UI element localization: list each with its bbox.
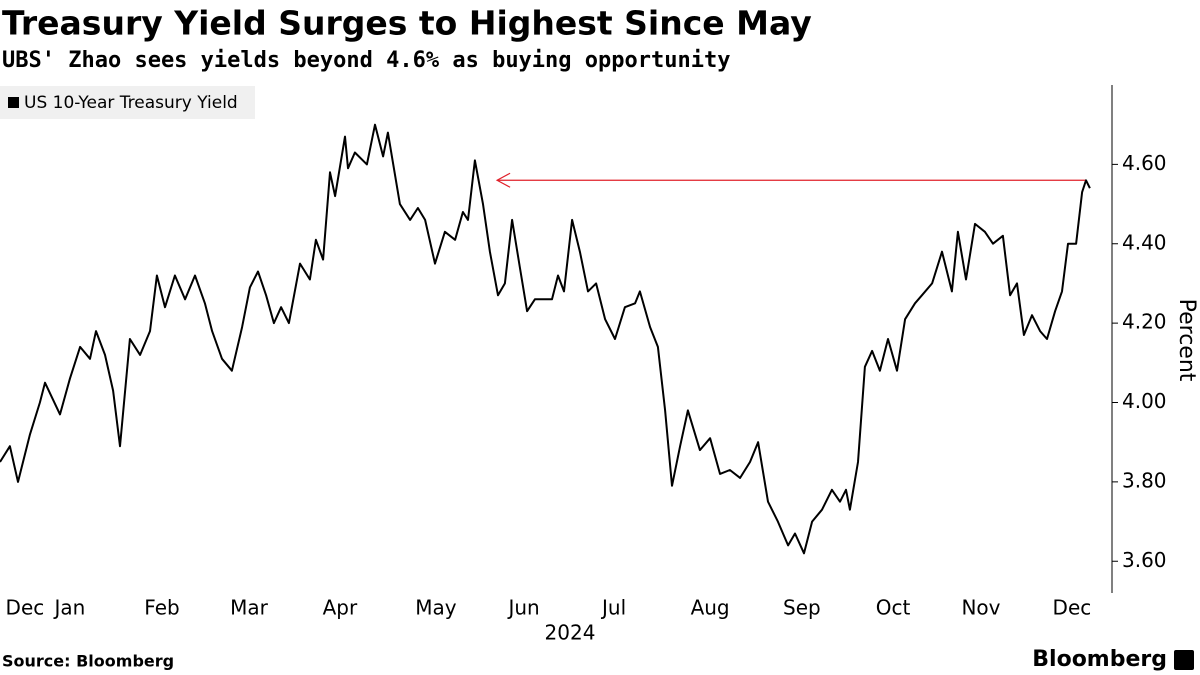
legend-box: [0, 86, 255, 119]
brand: Bloomberg: [1032, 647, 1167, 672]
legend-swatch: [8, 97, 19, 108]
legend-label: US 10-Year Treasury Yield: [24, 93, 238, 113]
x-tick-label: Dec: [6, 596, 45, 620]
x-tick-label: Nov: [961, 596, 1000, 620]
x-tick-label: Mar: [230, 596, 269, 620]
y-tick-label: 3.60: [1122, 548, 1167, 572]
chart-subtitle: UBS' Zhao sees yields beyond 4.6% as buy…: [2, 48, 730, 73]
x-tick-label: Apr: [323, 596, 358, 620]
source: Source: Bloomberg: [2, 652, 174, 671]
x-tick-label: Jul: [600, 596, 626, 620]
x-tick-label: Jan: [52, 596, 85, 620]
y-tick-label: 4.00: [1122, 389, 1167, 413]
y-tick-label: 4.40: [1122, 230, 1167, 254]
x-axis-label: 2024: [545, 621, 596, 645]
y-axis-label: Percent: [1174, 299, 1199, 382]
x-tick-label: Sep: [783, 596, 821, 620]
arrow-head: [495, 172, 511, 188]
x-tick-label: May: [415, 596, 457, 620]
y-tick-label: 4.60: [1122, 151, 1167, 175]
line-series: [0, 123, 1091, 555]
x-tick-label: Feb: [144, 596, 179, 620]
x-tick-label: Jun: [506, 596, 539, 620]
chart-title: Treasury Yield Surges to Highest Since M…: [2, 4, 812, 43]
x-tick-label: Aug: [691, 596, 730, 620]
y-tick-label: 4.20: [1122, 310, 1167, 334]
x-tick-label: Dec: [1053, 596, 1092, 620]
brand-icon: [1174, 650, 1194, 670]
x-tick-label: Oct: [876, 596, 911, 620]
y-tick-label: 3.80: [1122, 468, 1167, 492]
